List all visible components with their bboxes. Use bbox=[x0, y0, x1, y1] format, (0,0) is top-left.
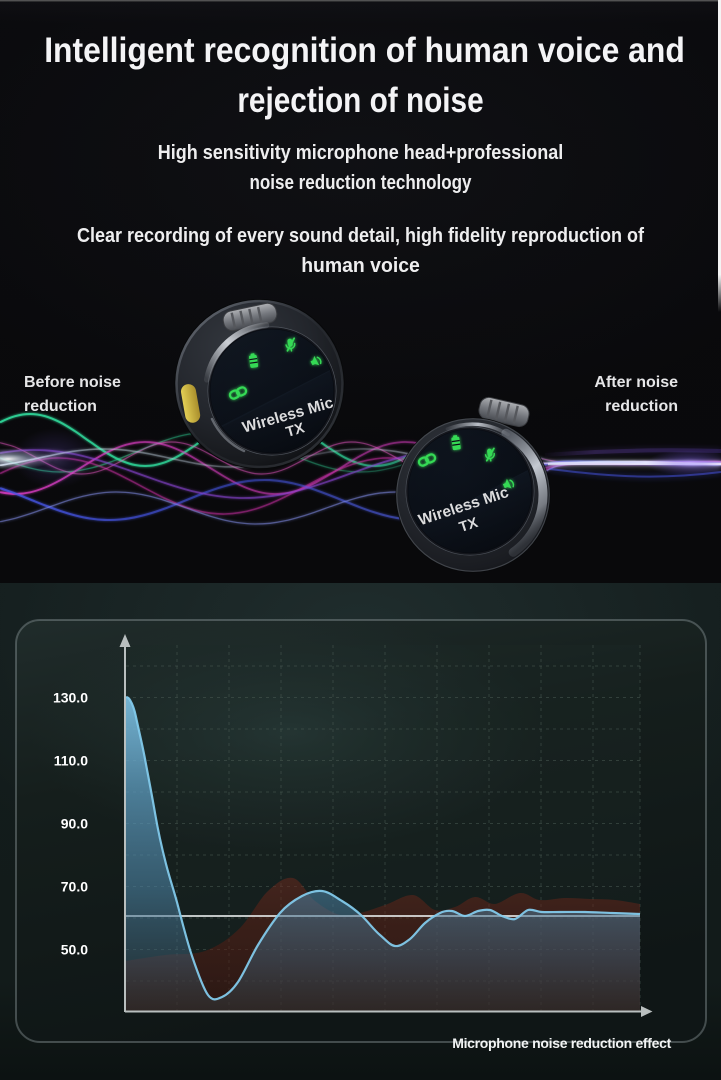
svg-text:TX: TX bbox=[457, 515, 480, 536]
svg-text:110.0: 110.0 bbox=[54, 753, 88, 769]
svg-text:50.0: 50.0 bbox=[61, 942, 88, 958]
svg-text:90.0: 90.0 bbox=[61, 816, 88, 832]
svg-text:TX: TX bbox=[284, 420, 307, 441]
svg-text:130.0: 130.0 bbox=[53, 690, 88, 706]
svg-text:70.0: 70.0 bbox=[61, 879, 88, 895]
svg-text:Microphone noise reduction eff: Microphone noise reduction effect bbox=[452, 1035, 671, 1051]
